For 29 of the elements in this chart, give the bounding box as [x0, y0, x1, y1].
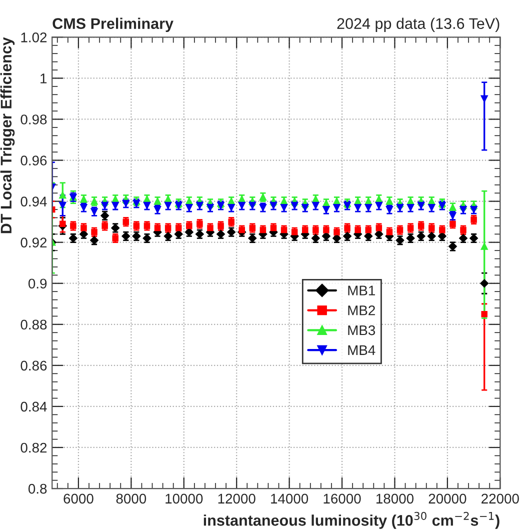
- x-tick-label: 12000: [218, 494, 256, 504]
- y-tick-label: 0.86: [20, 360, 47, 371]
- x-tick-label: 10000: [166, 494, 203, 504]
- legend-label: MB4: [348, 345, 376, 355]
- x-tick-label: 8000: [116, 494, 146, 504]
- y-tick-label: 0.94: [20, 196, 47, 206]
- y-tick-label: 0.92: [20, 238, 47, 248]
- chart-subtitle: 2024 pp data (13.6 TeV): [337, 18, 500, 32]
- y-tick-label: 0.98: [20, 114, 47, 124]
- x-tick-label: 18000: [376, 494, 414, 504]
- y-tick-label: 0.84: [20, 402, 47, 412]
- x-tick-label: 6000: [64, 494, 94, 504]
- x-axis-title: instantaneous luminosity (10$^{30}$ cm$^{−2}$s$^{−1}$): [204, 512, 500, 529]
- y-axis-title: DT Local Trigger Efficiency: [0, 37, 15, 234]
- y-tick-label: 0.8: [28, 484, 47, 494]
- y-tick-label: 0.88: [20, 320, 47, 330]
- x-tick-label: 20000: [428, 494, 466, 504]
- x-tick-label: 22000: [482, 494, 519, 504]
- legend-label: MB3: [348, 325, 376, 336]
- y-tick-label: 0.9: [28, 278, 47, 289]
- x-tick-label: 16000: [324, 494, 361, 504]
- y-tick-label: 1: [40, 74, 47, 84]
- legend-label: MB1: [348, 286, 375, 296]
- y-tick-label: 1.02: [21, 32, 47, 42]
- y-tick-label: 0.82: [20, 442, 47, 453]
- chart-title: CMS Preliminary: [52, 18, 174, 32]
- legend-label: MB2: [348, 305, 375, 316]
- y-tick-label: 0.96: [20, 156, 47, 166]
- x-tick-label: 14000: [271, 494, 308, 504]
